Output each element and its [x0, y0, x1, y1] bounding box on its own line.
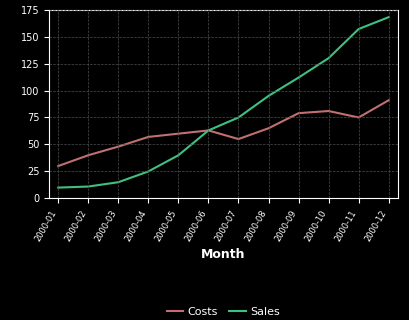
Sales [116, 180, 121, 184]
Costs [236, 137, 240, 141]
Costs [385, 98, 390, 102]
Legend: Costs, Sales: Costs, Sales [162, 302, 284, 320]
Costs [325, 109, 330, 113]
Sales [146, 170, 151, 173]
Sales [355, 27, 360, 31]
X-axis label: Month: Month [201, 248, 245, 261]
Costs [175, 132, 180, 136]
Costs [56, 164, 61, 168]
Costs [85, 153, 90, 157]
Sales [175, 153, 180, 157]
Sales [56, 186, 61, 189]
Costs [205, 129, 210, 132]
Costs [116, 145, 121, 148]
Costs [265, 126, 270, 130]
Sales [85, 185, 90, 188]
Costs [355, 116, 360, 119]
Sales [325, 56, 330, 60]
Sales [205, 129, 210, 132]
Sales [236, 116, 240, 119]
Costs [295, 111, 300, 115]
Sales [385, 15, 390, 19]
Line: Sales: Sales [58, 17, 388, 188]
Costs [146, 135, 151, 139]
Sales [265, 94, 270, 98]
Line: Costs: Costs [58, 100, 388, 166]
Sales [295, 76, 300, 79]
